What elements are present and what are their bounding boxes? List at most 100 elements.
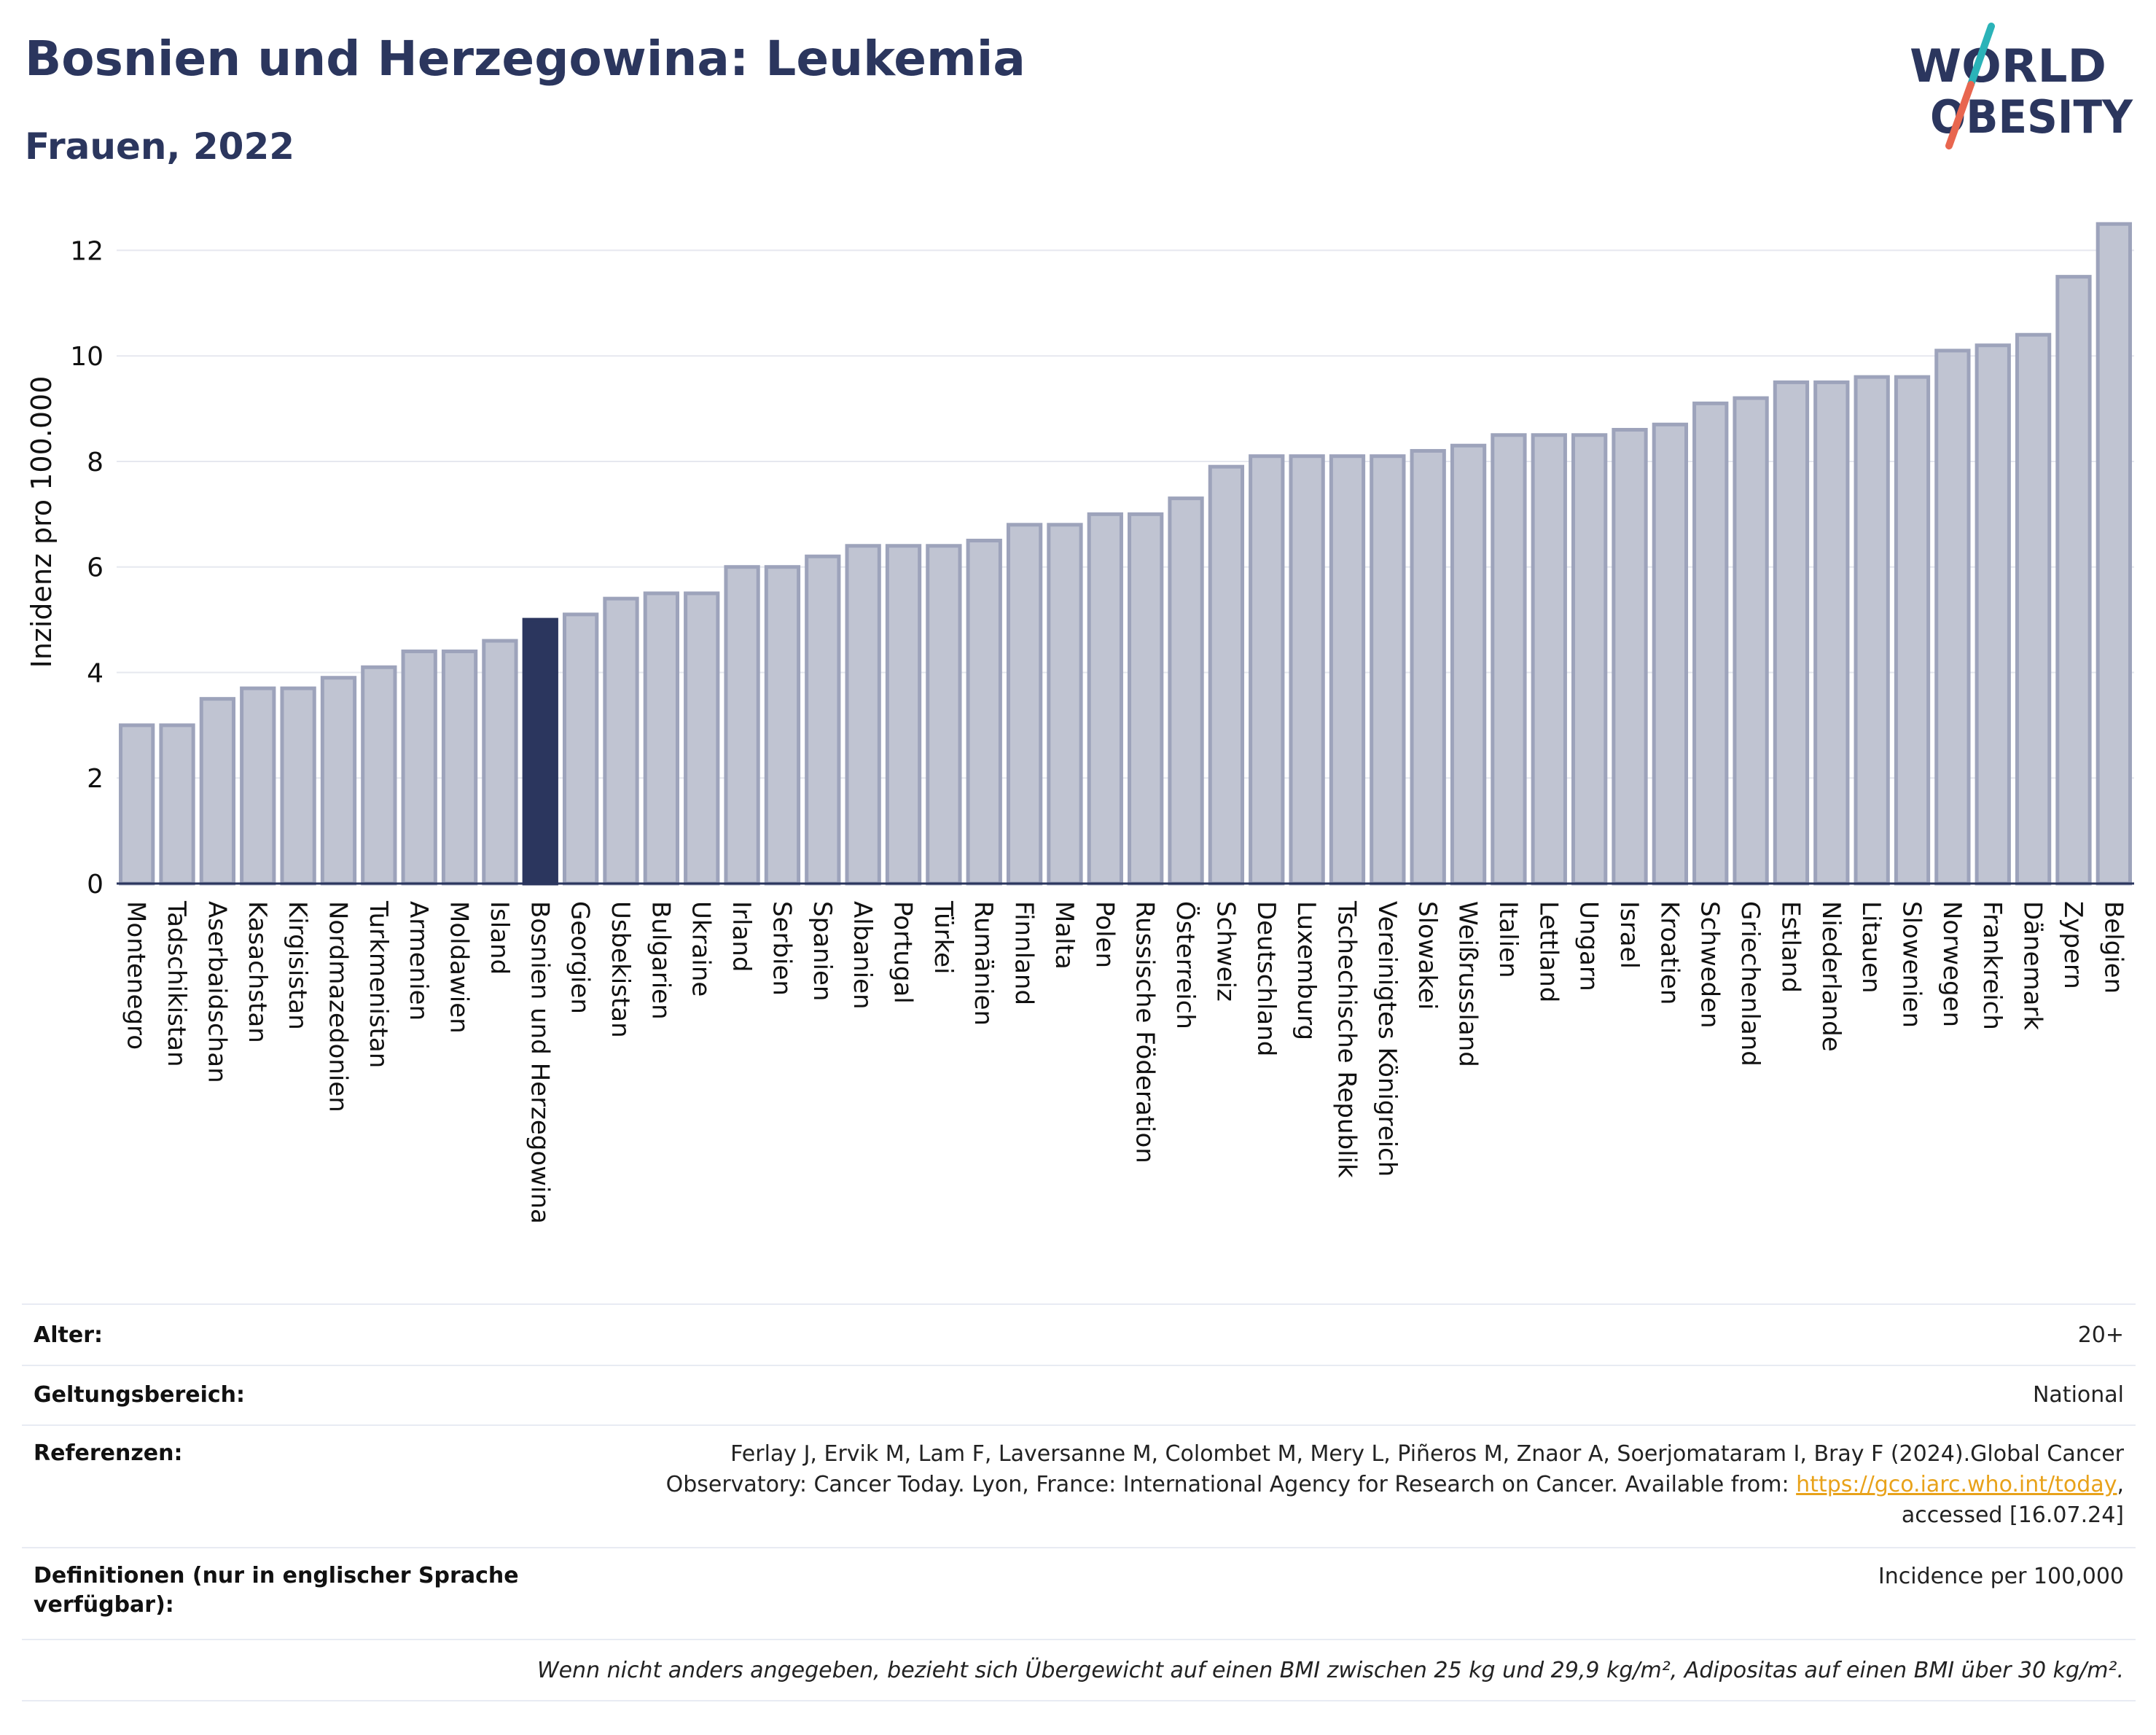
x-tick-label: Finnland bbox=[1009, 901, 1039, 1005]
x-tick-label: Serbien bbox=[767, 901, 796, 996]
bar bbox=[1813, 380, 1850, 886]
bar bbox=[1934, 348, 1971, 886]
bars bbox=[119, 222, 2132, 886]
x-tick-label: Vereinigtes Königreich bbox=[1372, 901, 1402, 1177]
y-tick-label: 6 bbox=[87, 553, 103, 583]
bar bbox=[764, 565, 801, 886]
x-tick-label: Norwegen bbox=[1937, 901, 1966, 1027]
bar bbox=[1652, 422, 1689, 886]
x-tick-label: Türkei bbox=[929, 900, 958, 974]
page-subtitle: Frauen, 2022 bbox=[25, 125, 295, 168]
bar bbox=[1854, 375, 1890, 886]
bar bbox=[1773, 380, 1810, 886]
x-tick-label: Schweden bbox=[1695, 901, 1725, 1029]
age-label: Alter: bbox=[34, 1322, 103, 1348]
meta-row-definitions: Definitionen (nur in englischer Sprache … bbox=[22, 1547, 2136, 1639]
scope-value: National bbox=[2032, 1382, 2124, 1408]
bar bbox=[1329, 454, 1366, 886]
x-tick-label: Frankreich bbox=[1977, 901, 2007, 1030]
logo-line1: WORLD bbox=[1910, 39, 2106, 93]
definitions-label-line1: Definitionen (nur in englischer Sprache bbox=[34, 1563, 519, 1588]
bar bbox=[1692, 401, 1729, 886]
bar bbox=[159, 723, 195, 886]
x-tick-label: Usbekistan bbox=[606, 901, 635, 1038]
references-value: Ferlay J, Ervik M, Lam F, Laversanne M, … bbox=[666, 1439, 2124, 1531]
x-tick-label: Estland bbox=[1776, 901, 1805, 993]
bar bbox=[2015, 332, 2052, 886]
references-line1: Ferlay J, Ervik M, Lam F, Laversanne M, … bbox=[730, 1441, 2124, 1467]
x-tick-label: Bosnien und Herzegowina bbox=[525, 901, 554, 1224]
x-tick-labels: Montenegro Tadschikistan Aserbaidschan Kasa… bbox=[122, 900, 2128, 1224]
bar bbox=[603, 596, 639, 886]
meta-row-note: Wenn nicht anders angegeben, bezieht sic… bbox=[22, 1639, 2136, 1700]
world-obesity-logo: WORLD OBESITY bbox=[1910, 23, 2133, 149]
bar bbox=[1168, 496, 1204, 886]
references-label: Referenzen: bbox=[34, 1440, 183, 1466]
x-tick-label: Moldawien bbox=[445, 901, 474, 1034]
bar bbox=[724, 565, 760, 886]
x-tick-label: Tschechische Republik bbox=[1332, 900, 1361, 1178]
x-tick-label: Albanien bbox=[848, 901, 877, 1010]
x-tick-label: Ungarn bbox=[1574, 901, 1604, 991]
definitions-label: Definitionen (nur in englischer Sprache … bbox=[34, 1562, 519, 1620]
x-tick-label: Turkmenistan bbox=[364, 900, 393, 1068]
meta-bottom-border bbox=[22, 1700, 2136, 1701]
bar bbox=[1975, 343, 2011, 886]
x-tick-label: Aserbaidschan bbox=[202, 901, 231, 1083]
x-tick-label: Belgien bbox=[2098, 901, 2128, 994]
bar bbox=[885, 544, 922, 886]
bar bbox=[1047, 523, 1083, 886]
x-tick-label: Tadschikistan bbox=[162, 900, 191, 1067]
logo-slash-bottom bbox=[1945, 81, 1975, 149]
age-value: 20+ bbox=[2077, 1322, 2124, 1348]
bar bbox=[1128, 512, 1164, 886]
bar bbox=[199, 697, 236, 886]
x-tick-label: Deutschland bbox=[1251, 901, 1281, 1056]
bar bbox=[401, 650, 437, 886]
y-tick-label: 10 bbox=[70, 342, 103, 372]
bar bbox=[1006, 523, 1043, 886]
bar-highlighted bbox=[522, 617, 558, 886]
scope-label: Geltungsbereich: bbox=[34, 1382, 246, 1408]
meta-row-references: Referenzen: Ferlay J, Ervik M, Lam F, La… bbox=[22, 1424, 2136, 1547]
bar bbox=[1450, 443, 1487, 886]
bar bbox=[441, 650, 478, 886]
bar bbox=[1208, 464, 1245, 886]
bar bbox=[1531, 433, 1567, 886]
bar bbox=[2055, 275, 2092, 886]
x-tick-label: Nordmazedonien bbox=[323, 901, 352, 1112]
bar bbox=[643, 591, 680, 886]
x-tick-label: Israel bbox=[1614, 901, 1644, 969]
x-tick-label: Dänemark bbox=[2018, 901, 2047, 1030]
references-line2: Observatory: Cancer Today. Lyon, France:… bbox=[666, 1470, 2124, 1500]
x-tick-label: Kasachstan bbox=[243, 901, 272, 1043]
bar bbox=[562, 612, 599, 886]
bar bbox=[1370, 454, 1406, 886]
bar bbox=[280, 686, 316, 886]
bar bbox=[684, 591, 720, 886]
y-tick-label: 0 bbox=[87, 870, 103, 900]
x-tick-label: Portugal bbox=[888, 901, 918, 1004]
y-tick-label: 4 bbox=[87, 658, 103, 688]
y-tick-label: 2 bbox=[87, 764, 103, 794]
x-tick-label: Spanien bbox=[808, 901, 837, 1001]
definitions-label-line2: verfügbar): bbox=[34, 1592, 174, 1618]
x-tick-label: Luxemburg bbox=[1292, 901, 1321, 1040]
metadata-table: Alter: 20+ Geltungsbereich: National Ref… bbox=[22, 1303, 2136, 1701]
x-tick-label: Armenien bbox=[404, 901, 433, 1021]
logo-slash-top bbox=[1967, 23, 1995, 88]
bar bbox=[845, 544, 881, 886]
bar bbox=[1410, 448, 1446, 886]
bar bbox=[119, 723, 155, 886]
y-tick-label: 12 bbox=[70, 236, 103, 266]
bar bbox=[1894, 375, 1931, 886]
bar bbox=[320, 676, 357, 886]
references-line3: accessed [16.07.24] bbox=[1901, 1502, 2124, 1528]
page-title: Bosnien und Herzegowina: Leukemia bbox=[25, 31, 1026, 87]
bar bbox=[1612, 428, 1648, 886]
references-link[interactable]: https://gco.iarc.who.int/today bbox=[1796, 1472, 2117, 1497]
x-tick-label: Österreich bbox=[1171, 901, 1200, 1029]
x-tick-label: Montenegro bbox=[122, 901, 151, 1050]
meta-row-scope: Geltungsbereich: National bbox=[22, 1365, 2136, 1424]
bar bbox=[966, 539, 1002, 886]
